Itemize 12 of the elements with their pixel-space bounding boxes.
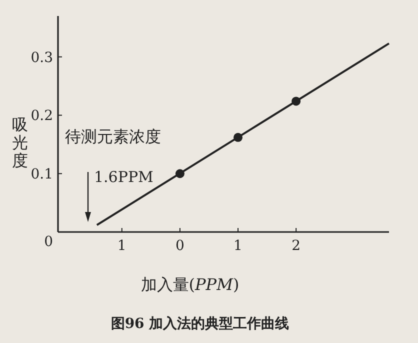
x-tick-label: 2	[292, 238, 301, 254]
y-tick-label: 0.2	[30, 108, 53, 124]
y-tick-label: 0.3	[30, 50, 53, 66]
annotation: 1.6PPM	[94, 168, 154, 186]
annotation: 待测元素浓度	[65, 127, 161, 146]
x-tick-label: 1	[234, 238, 242, 254]
y-axis-title: 吸光度	[12, 115, 28, 170]
y-tick-label: 0.1	[30, 166, 53, 183]
x-axis-title: 加入量(PPM)	[140, 275, 240, 294]
x-tick-label: 0	[175, 238, 184, 254]
caption: 图96 加入法的典型工作曲线	[110, 316, 290, 332]
x-tick-label: 1	[117, 238, 126, 254]
